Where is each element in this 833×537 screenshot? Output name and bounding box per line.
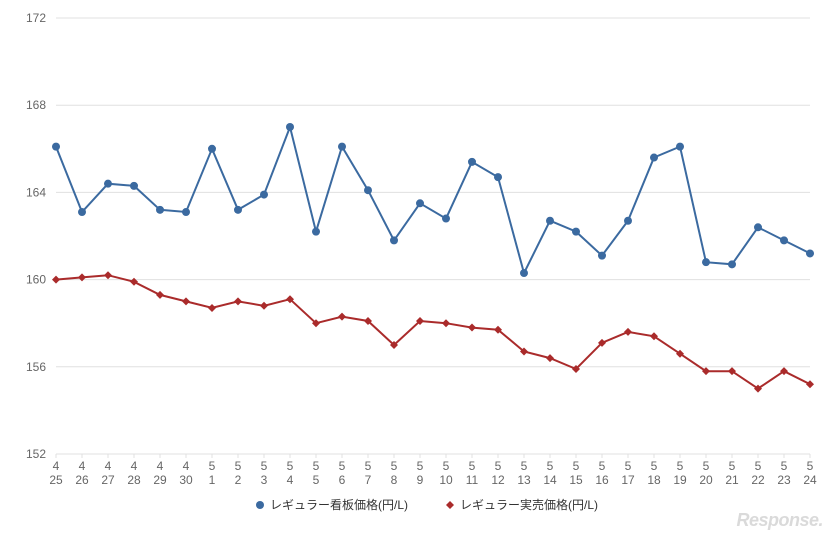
svg-text:レギュラー看板価格(円/L): レギュラー看板価格(円/L) — [270, 497, 408, 512]
svg-text:17: 17 — [621, 473, 635, 487]
svg-text:9: 9 — [417, 473, 424, 487]
chart-svg: 1521561601641681724254264274284294305152… — [0, 0, 833, 537]
svg-text:152: 152 — [26, 447, 46, 461]
svg-text:5: 5 — [391, 459, 398, 473]
svg-text:4: 4 — [79, 459, 86, 473]
svg-text:4: 4 — [131, 459, 138, 473]
svg-text:5: 5 — [781, 459, 788, 473]
svg-text:13: 13 — [517, 473, 531, 487]
svg-text:18: 18 — [647, 473, 661, 487]
svg-text:10: 10 — [439, 473, 453, 487]
svg-text:4: 4 — [287, 473, 294, 487]
svg-text:5: 5 — [417, 459, 424, 473]
svg-text:172: 172 — [26, 11, 46, 25]
svg-text:5: 5 — [261, 459, 268, 473]
svg-text:28: 28 — [127, 473, 141, 487]
svg-text:5: 5 — [677, 459, 684, 473]
svg-text:5: 5 — [365, 459, 372, 473]
svg-text:2: 2 — [235, 473, 242, 487]
svg-text:5: 5 — [729, 459, 736, 473]
svg-text:4: 4 — [53, 459, 60, 473]
svg-text:1: 1 — [209, 473, 216, 487]
svg-text:5: 5 — [443, 459, 450, 473]
svg-text:5: 5 — [469, 459, 476, 473]
svg-text:5: 5 — [807, 459, 814, 473]
svg-text:22: 22 — [751, 473, 765, 487]
svg-text:5: 5 — [235, 459, 242, 473]
svg-text:21: 21 — [725, 473, 739, 487]
svg-text:5: 5 — [339, 459, 346, 473]
svg-text:5: 5 — [703, 459, 710, 473]
svg-text:164: 164 — [26, 185, 46, 199]
svg-text:8: 8 — [391, 473, 398, 487]
svg-text:5: 5 — [599, 459, 606, 473]
svg-text:4: 4 — [105, 459, 112, 473]
svg-text:15: 15 — [569, 473, 583, 487]
svg-text:4: 4 — [183, 459, 190, 473]
svg-text:3: 3 — [261, 473, 268, 487]
svg-text:168: 168 — [26, 98, 46, 112]
svg-text:5: 5 — [521, 459, 528, 473]
svg-text:27: 27 — [101, 473, 115, 487]
svg-text:16: 16 — [595, 473, 609, 487]
svg-text:29: 29 — [153, 473, 167, 487]
svg-text:4: 4 — [157, 459, 164, 473]
svg-text:5: 5 — [651, 459, 658, 473]
svg-text:25: 25 — [49, 473, 63, 487]
svg-text:11: 11 — [466, 473, 479, 487]
svg-text:12: 12 — [491, 473, 505, 487]
svg-text:6: 6 — [339, 473, 346, 487]
svg-text:5: 5 — [625, 459, 632, 473]
svg-text:14: 14 — [543, 473, 557, 487]
svg-text:レギュラー実売価格(円/L): レギュラー実売価格(円/L) — [460, 497, 598, 512]
svg-text:5: 5 — [547, 459, 554, 473]
svg-text:5: 5 — [209, 459, 216, 473]
svg-text:19: 19 — [673, 473, 687, 487]
svg-text:7: 7 — [365, 473, 372, 487]
svg-text:156: 156 — [26, 360, 46, 374]
svg-text:20: 20 — [699, 473, 713, 487]
svg-text:5: 5 — [495, 459, 502, 473]
svg-text:5: 5 — [313, 473, 320, 487]
svg-text:23: 23 — [777, 473, 791, 487]
svg-text:24: 24 — [803, 473, 817, 487]
svg-text:160: 160 — [26, 273, 46, 287]
svg-text:26: 26 — [75, 473, 89, 487]
price-line-chart: 1521561601641681724254264274284294305152… — [0, 0, 833, 537]
svg-text:5: 5 — [573, 459, 580, 473]
svg-text:30: 30 — [179, 473, 193, 487]
svg-text:5: 5 — [755, 459, 762, 473]
svg-text:5: 5 — [287, 459, 294, 473]
svg-text:5: 5 — [313, 459, 320, 473]
